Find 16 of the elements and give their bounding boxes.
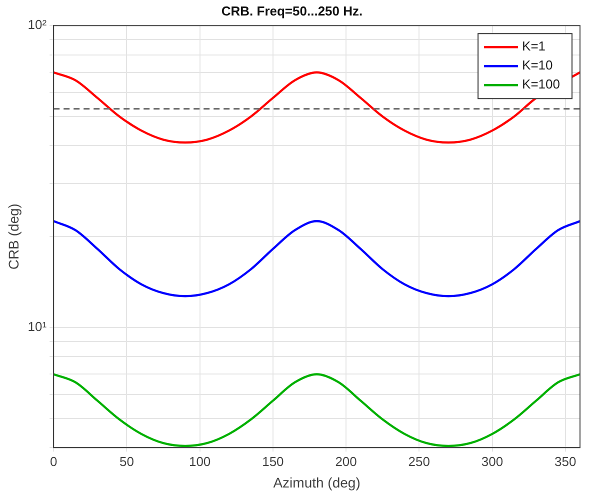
y-tick-label: 10¹ [28, 319, 48, 334]
x-tick-label: 150 [262, 454, 284, 469]
legend-label: K=100 [522, 76, 560, 92]
x-tick-label: 300 [481, 454, 504, 469]
y-tick-label: 10² [28, 17, 48, 32]
x-tick-label: 200 [335, 454, 357, 469]
x-tick-label: 350 [554, 454, 576, 469]
x-tick-label: 100 [188, 454, 211, 469]
x-tick-label: 0 [50, 454, 58, 469]
legend-label: K=1 [522, 38, 546, 54]
x-axis-title: Azimuth (deg) [273, 474, 360, 490]
y-axis-title: CRB (deg) [5, 204, 22, 270]
x-tick-label: 250 [408, 454, 430, 469]
chart-title: CRB. Freq=50...250 Hz. [221, 3, 363, 18]
legend-label: K=10 [522, 58, 553, 73]
x-tick-label: 50 [119, 454, 134, 469]
